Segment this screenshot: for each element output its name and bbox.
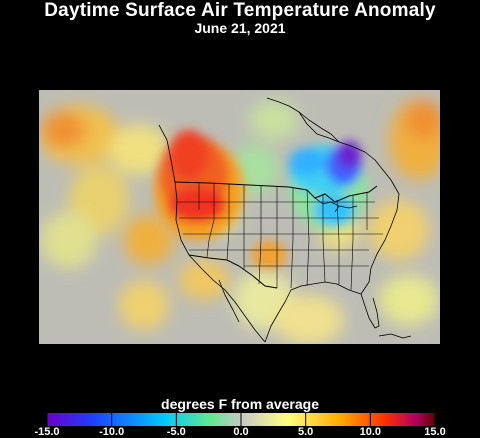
legend-label: degrees F from average (161, 396, 319, 412)
colorbar-tick-label: -15.0 (34, 426, 60, 438)
anomaly-map (39, 90, 440, 344)
colorbar-tick-label: 15.0 (424, 426, 446, 438)
country-borders (174, 181, 378, 289)
colorbar-tick-label: 10.0 (359, 426, 382, 438)
map-date: June 21, 2021 (194, 20, 286, 36)
colorbar (47, 413, 435, 426)
state-borders (177, 183, 383, 291)
anomaly-map-svg (39, 90, 440, 344)
colorbar-tick-label: -10.0 (99, 426, 125, 438)
colorbar-tick-label: 0.0 (233, 426, 249, 438)
colorbar-tick-marks (47, 413, 435, 426)
great-lakes (314, 197, 358, 213)
colorbar-tick-label: -5.0 (166, 426, 186, 438)
anomaly-blobs (39, 100, 440, 344)
map-title: Daytime Surface Air Temperature Anomaly (44, 0, 436, 21)
colorbar-tick-label: 5.0 (298, 426, 314, 438)
northeast-cool-anomaly (289, 141, 369, 230)
